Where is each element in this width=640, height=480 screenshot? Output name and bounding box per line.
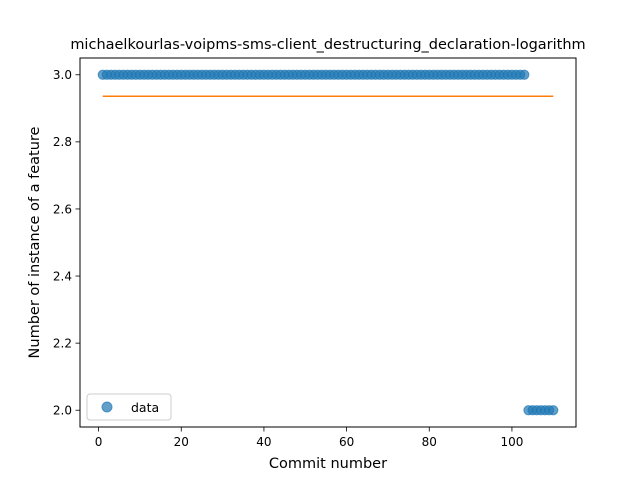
data-point xyxy=(548,405,559,416)
x-tick-label: 80 xyxy=(422,435,437,449)
legend-label-data: data xyxy=(131,400,159,415)
plot-layer xyxy=(97,69,559,416)
chart-title: michaelkourlas-voipms-sms-client_destruc… xyxy=(70,37,585,53)
plot-frame xyxy=(79,57,577,428)
legend-box xyxy=(86,393,172,421)
y-tick-label: 2.6 xyxy=(53,202,72,216)
x-tick-label: 60 xyxy=(339,435,354,449)
y-tick-label: 2.8 xyxy=(53,135,72,149)
y-axis-label: Number of instance of a feature xyxy=(27,126,43,358)
x-tick-label: 0 xyxy=(95,435,103,449)
y-tick-label: 3.0 xyxy=(53,68,72,82)
y-tick-label: 2.4 xyxy=(53,269,72,283)
x-tick-label: 100 xyxy=(500,435,523,449)
data-point xyxy=(519,69,530,80)
x-axis-ticks: 0 20 40 60 80 100 xyxy=(95,427,523,449)
y-tick-label: 2.0 xyxy=(53,404,72,418)
y-tick-label: 2.2 xyxy=(53,336,72,350)
y-axis-ticks: 2.0 2.2 2.4 2.6 2.8 3.0 xyxy=(53,68,80,418)
x-tick-label: 20 xyxy=(174,435,189,449)
legend: data xyxy=(86,393,172,421)
x-tick-label: 40 xyxy=(256,435,271,449)
legend-marker-data xyxy=(101,401,113,413)
x-axis-label: Commit number xyxy=(269,456,387,472)
